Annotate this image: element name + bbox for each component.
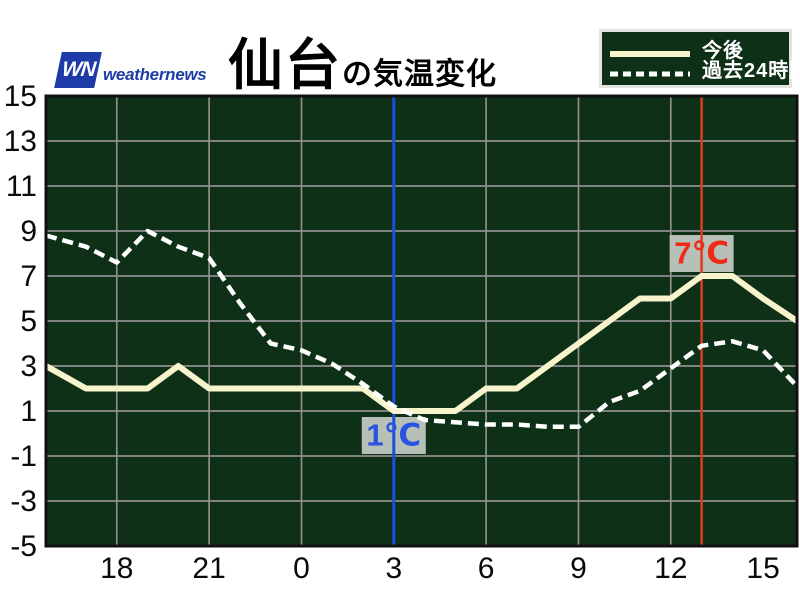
- y-tick-label: 5: [20, 305, 37, 338]
- x-tick-label: 12: [654, 552, 687, 585]
- x-tick-label: 15: [746, 552, 779, 585]
- y-tick-label: -1: [10, 440, 37, 473]
- legend-item-past: 過去24時間: [610, 60, 800, 82]
- title-suffix: の気温変化: [342, 58, 498, 91]
- y-tick-label: 13: [4, 125, 37, 158]
- legend-label-forecast: 今後: [702, 40, 744, 62]
- legend-label-past: 過去24時間: [702, 60, 800, 82]
- x-tick-label: 3: [385, 552, 402, 585]
- x-tick-label: 9: [570, 552, 587, 585]
- past-line: [45, 228, 799, 430]
- x-tick-label: 18: [100, 552, 133, 585]
- legend: 今後 過去24時間: [599, 29, 800, 88]
- x-tick-label: 0: [293, 552, 310, 585]
- forecast-line-swatch-icon: [610, 45, 690, 57]
- y-tick-label: -3: [10, 485, 37, 518]
- y-tick-label: 15: [4, 80, 37, 113]
- y-tick-label: 9: [20, 215, 37, 248]
- plot-border: [44, 94, 799, 548]
- y-tick-label: 7: [20, 260, 37, 293]
- chart-title: 仙台 の気温変化: [228, 20, 497, 100]
- past-line-swatch-icon: [610, 65, 690, 76]
- forecast-line: [44, 273, 799, 414]
- y-tick-label: -5: [10, 530, 37, 563]
- wn-logo: WN weathernews: [54, 52, 207, 88]
- weathernews-wordmark: weathernews: [103, 65, 207, 84]
- y-tick-label: 11: [6, 170, 37, 203]
- x-tick-label: 21: [192, 552, 225, 585]
- y-tick-label: 3: [20, 350, 37, 383]
- annotation-label: 7℃: [674, 236, 729, 271]
- annotation-label: 1℃: [366, 418, 421, 453]
- legend-item-forecast: 今後: [610, 40, 789, 62]
- y-tick-label: 1: [20, 395, 37, 428]
- x-tick-label: 6: [478, 552, 495, 585]
- city-name: 仙台: [228, 34, 343, 96]
